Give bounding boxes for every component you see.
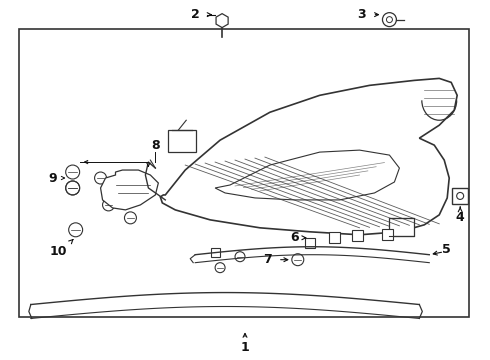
Text: 7: 7 (264, 253, 272, 266)
Polygon shape (160, 78, 457, 235)
Bar (211, 248, 220, 257)
Text: 5: 5 (442, 243, 451, 256)
Bar (452, 188, 468, 204)
Text: 4: 4 (456, 211, 465, 224)
Text: 10: 10 (50, 245, 68, 258)
Bar (382, 229, 393, 240)
Text: 2: 2 (191, 8, 199, 21)
Text: 9: 9 (49, 171, 57, 185)
Text: 3: 3 (357, 8, 366, 21)
Text: 8: 8 (151, 139, 160, 152)
Text: 6: 6 (291, 231, 299, 244)
Polygon shape (216, 14, 228, 28)
Polygon shape (100, 170, 158, 210)
Text: 1: 1 (241, 341, 249, 354)
Bar (390, 218, 415, 236)
Bar (19, 28, 469, 318)
Bar (305, 238, 315, 248)
Bar (352, 230, 363, 241)
Bar (329, 232, 340, 243)
Bar (168, 130, 196, 152)
